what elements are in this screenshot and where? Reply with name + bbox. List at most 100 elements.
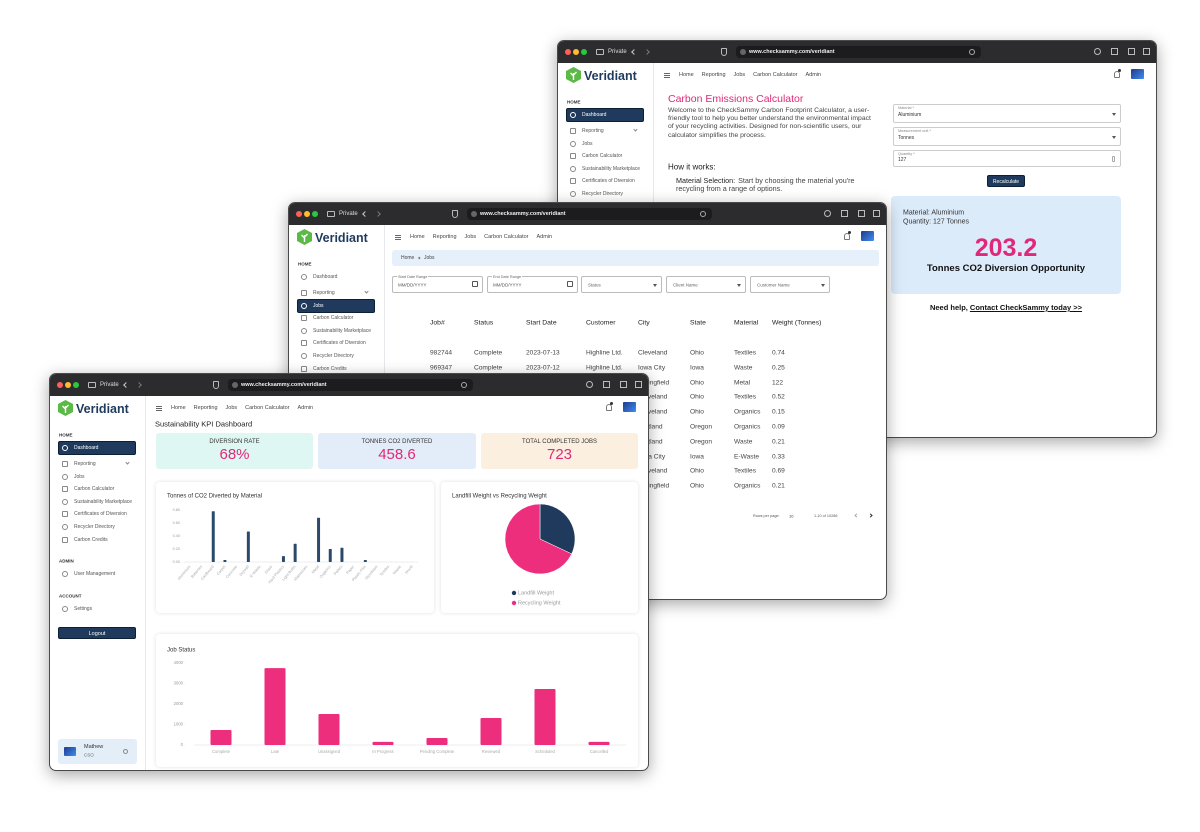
form-field[interactable]: Quantity * 127 [893,150,1121,167]
toolbar-button[interactable] [841,210,848,217]
sidebar-item[interactable]: Dashboard [313,274,338,280]
sidebar-item[interactable]: Carbon Credits [313,366,347,372]
toolbar-button[interactable] [1094,48,1101,55]
sidebar-item[interactable]: Reporting [313,290,335,296]
notifications-button[interactable] [844,233,850,240]
reload-button[interactable] [461,382,467,388]
sidebar-toggle[interactable] [327,211,335,217]
address-bar[interactable]: www.checksammy.com/veridiant [467,208,712,220]
reload-button[interactable] [969,49,975,55]
sidebar-item[interactable]: Recycler Directory [313,353,354,359]
nav-link[interactable]: Home [410,234,425,240]
window-control[interactable] [312,211,318,217]
toolbar-button[interactable] [1111,48,1118,55]
sidebar-item-active[interactable] [297,299,375,313]
brand-avatar[interactable] [861,231,874,241]
nav-link[interactable]: Admin [297,405,314,411]
window-control[interactable] [581,49,587,55]
back-button[interactable] [362,211,368,217]
column-header[interactable]: Start Date [526,319,557,327]
nav-link[interactable]: Reporting [193,405,218,411]
sidebar-item[interactable]: Reporting [74,461,96,467]
button-label[interactable]: Recalculate [992,178,1020,185]
nav-link[interactable]: Carbon Calculator [245,405,290,411]
help-link[interactable]: Contact CheckSammy today >> [969,303,1083,312]
menu-button[interactable] [395,235,401,240]
reload-button[interactable] [700,211,706,217]
nav-link[interactable]: Carbon Calculator [484,234,529,240]
sidebar-toggle[interactable] [596,49,604,55]
toolbar-button[interactable] [873,210,880,217]
button-label[interactable]: Logout [88,630,106,637]
window-control[interactable] [304,211,310,217]
sidebar-item[interactable]: Reporting [582,128,604,134]
sidebar-item[interactable]: Settings [74,606,93,612]
prev-page[interactable] [854,513,859,518]
sidebar-item[interactable]: Certificates of Diversion [313,340,366,346]
back-button[interactable] [631,49,637,55]
forward-button[interactable] [136,382,142,388]
form-field[interactable]: Material * Aluminium [893,104,1121,123]
notifications-button[interactable] [606,404,612,411]
toolbar-button[interactable] [858,210,865,217]
sidebar-item[interactable]: Recycler Directory [582,191,623,197]
filter-field[interactable]: Client Name [666,276,746,293]
form-field[interactable]: Measurement unit * Tonnes [893,127,1121,146]
column-header[interactable]: State [690,319,706,327]
toolbar-button[interactable] [603,381,610,388]
address-bar[interactable]: www.checksammy.com/veridiant [736,46,981,58]
filter-field[interactable]: Customer Name [750,276,830,293]
brand-avatar[interactable] [1131,69,1144,79]
sidebar-item[interactable]: Certificates of Diversion [582,178,635,184]
sidebar-item[interactable]: Carbon Calculator [313,315,354,321]
brand-avatar[interactable] [623,402,636,412]
nav-link[interactable]: Home [171,405,186,411]
forward-button[interactable] [644,49,650,55]
sidebar-item[interactable]: Recycler Directory [74,524,115,530]
column-header[interactable]: Status [474,319,494,327]
window-control[interactable] [65,382,71,388]
sidebar-item[interactable]: Sustainability Marketplace [582,166,641,172]
sidebar-item[interactable]: Sustainability Marketplace [74,499,133,505]
filter-field[interactable]: Status [581,276,662,293]
nav-link[interactable]: Jobs [225,405,238,411]
sidebar-item[interactable]: Jobs [582,141,593,147]
toolbar-button[interactable] [824,210,831,217]
back-button[interactable] [123,382,129,388]
window-control[interactable] [73,382,79,388]
column-header[interactable]: Material [734,319,759,327]
sidebar-item-active[interactable] [58,441,136,455]
toolbar-button[interactable] [620,381,627,388]
column-header[interactable]: Customer [586,319,616,327]
sidebar-item[interactable]: Dashboard [582,112,607,118]
nav-link[interactable]: Admin [536,234,553,240]
recalculate-button[interactable]: Recalculate [987,175,1025,187]
window-control[interactable] [573,49,579,55]
sidebar-item[interactable]: Jobs [74,474,85,480]
column-header[interactable]: Job# [430,319,445,327]
toolbar-button[interactable] [1128,48,1135,55]
sidebar-item[interactable]: Certificates of Diversion [74,511,127,517]
sidebar-item[interactable]: Dashboard [74,445,99,451]
sidebar-item[interactable]: User Management [74,571,116,577]
sidebar-item[interactable]: Jobs [313,303,324,309]
logout-button[interactable]: Logout [58,627,136,639]
nav-link[interactable]: Home [679,72,694,78]
nav-link[interactable]: Reporting [701,72,726,78]
address-bar[interactable]: www.checksammy.com/veridiant [228,379,473,391]
window-control[interactable] [57,382,63,388]
toolbar-button[interactable] [1143,48,1150,55]
column-header[interactable]: Weight (Tonnes) [772,319,822,327]
menu-button[interactable] [664,73,670,78]
rows-per-page-select[interactable]: 10 [789,513,794,519]
nav-link[interactable]: Carbon Calculator [753,72,798,78]
sidebar-item[interactable]: Sustainability Marketplace [313,328,372,334]
sidebar-item[interactable]: Carbon Calculator [582,153,623,159]
column-header[interactable]: City [638,319,650,327]
forward-button[interactable] [375,211,381,217]
filter-field[interactable]: End Date Range MM/DD/YYYY [487,275,578,293]
menu-button[interactable] [156,406,162,411]
nav-link[interactable]: Jobs [733,72,746,78]
sidebar-item-active[interactable] [566,108,644,122]
breadcrumb-link[interactable]: Home [401,255,415,261]
